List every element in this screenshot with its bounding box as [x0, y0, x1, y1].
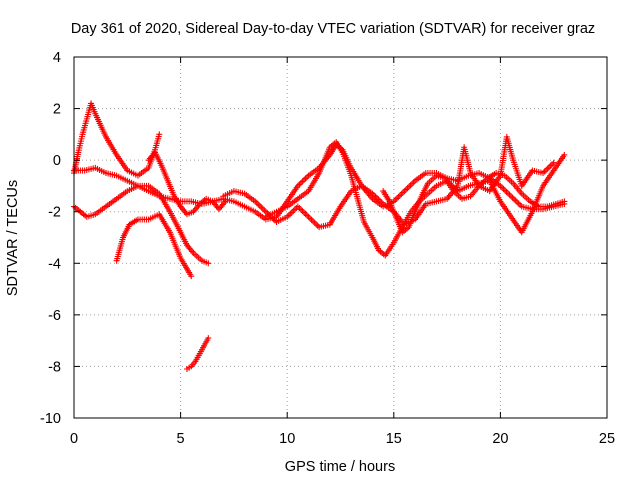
data-point [258, 204, 265, 211]
data-point [296, 205, 303, 212]
data-point [561, 151, 568, 158]
data-point [290, 207, 297, 214]
data-point [205, 335, 212, 342]
data-point [500, 185, 507, 192]
y-tick-labels: -10 -8 -6 -4 -2 0 2 4 [40, 50, 61, 427]
data-point [256, 202, 263, 209]
y-tick-label: -2 [48, 205, 61, 221]
data-point [543, 167, 550, 174]
series-track-9 [380, 170, 568, 236]
y-tick-label: 4 [53, 50, 61, 66]
x-tick-label: 5 [177, 431, 185, 447]
data-point [547, 162, 554, 169]
data-point [404, 185, 411, 192]
y-tick-label: -8 [48, 359, 61, 375]
data-point [261, 207, 268, 214]
data-point [514, 199, 521, 206]
data-point [498, 184, 505, 191]
data-point [296, 181, 303, 188]
series-track-7 [220, 133, 557, 231]
data-point [549, 161, 556, 168]
grid-lines [74, 57, 607, 418]
data-point [506, 191, 513, 198]
data-point [546, 164, 553, 171]
series-track-3 [71, 182, 212, 267]
data-point [188, 273, 195, 280]
x-tick-label: 15 [386, 431, 402, 447]
data-series [71, 100, 568, 373]
data-point [303, 174, 310, 181]
data-point [311, 219, 318, 226]
data-point [300, 209, 307, 216]
y-tick-label: -4 [48, 256, 61, 272]
x-tick-label: 25 [599, 431, 615, 447]
data-point [307, 215, 314, 222]
data-point [299, 178, 306, 185]
data-point [550, 159, 557, 166]
data-point [300, 177, 307, 184]
data-point [398, 191, 405, 198]
plot-frame [73, 56, 608, 419]
data-point [156, 131, 163, 138]
data-point [305, 213, 312, 220]
data-point [505, 190, 512, 197]
data-point [561, 198, 568, 205]
data-point [511, 196, 518, 203]
data-point [297, 179, 304, 186]
data-point [410, 179, 417, 186]
data-point [313, 221, 320, 228]
x-axis-label: GPS time / hours [285, 459, 395, 475]
data-point [508, 193, 515, 200]
data-point [399, 189, 406, 196]
data-point [512, 197, 519, 204]
series-track-6 [262, 139, 568, 259]
data-point [299, 207, 306, 214]
data-point [253, 199, 260, 206]
series-track-1 [71, 100, 163, 179]
data-point [503, 188, 510, 195]
data-point [501, 187, 508, 194]
data-point [407, 182, 414, 189]
data-point [255, 201, 262, 208]
y-tick-label: 0 [53, 153, 61, 169]
data-point [393, 195, 400, 202]
data-point [406, 183, 413, 190]
series-track-4 [113, 211, 195, 280]
y-tick-label: 2 [53, 102, 61, 118]
data-point [515, 200, 522, 207]
data-point [314, 222, 321, 229]
series-track-5 [183, 335, 212, 373]
data-point [310, 218, 317, 225]
data-point [509, 194, 516, 201]
data-point [396, 192, 403, 199]
data-point [302, 175, 309, 182]
data-point [409, 180, 416, 187]
x-tick-label: 20 [492, 431, 508, 447]
data-point [541, 168, 548, 175]
x-tick-label: 0 [70, 431, 78, 447]
x-tick-label: 10 [279, 431, 295, 447]
data-point [294, 203, 301, 210]
y-tick-label: -10 [40, 411, 61, 427]
y-axis-label: SDTVAR / TECUs [5, 180, 21, 296]
data-point [544, 165, 551, 172]
data-point [395, 193, 402, 200]
series-track-8 [145, 149, 229, 218]
chart-title: Day 361 of 2020, Sidereal Day-to-day VTE… [71, 21, 595, 37]
data-point [291, 206, 298, 213]
data-point [222, 198, 229, 205]
data-point [401, 188, 408, 195]
data-point [288, 209, 295, 216]
data-point [402, 186, 409, 193]
data-point [308, 216, 315, 223]
data-point [287, 210, 294, 217]
y-tick-label: -6 [48, 308, 61, 324]
data-point [302, 210, 309, 217]
axis-ticks [73, 56, 608, 419]
data-point [205, 260, 212, 267]
data-point [303, 212, 310, 219]
x-tick-labels: 0 5 10 15 20 25 [70, 431, 615, 447]
data-point [259, 205, 266, 212]
